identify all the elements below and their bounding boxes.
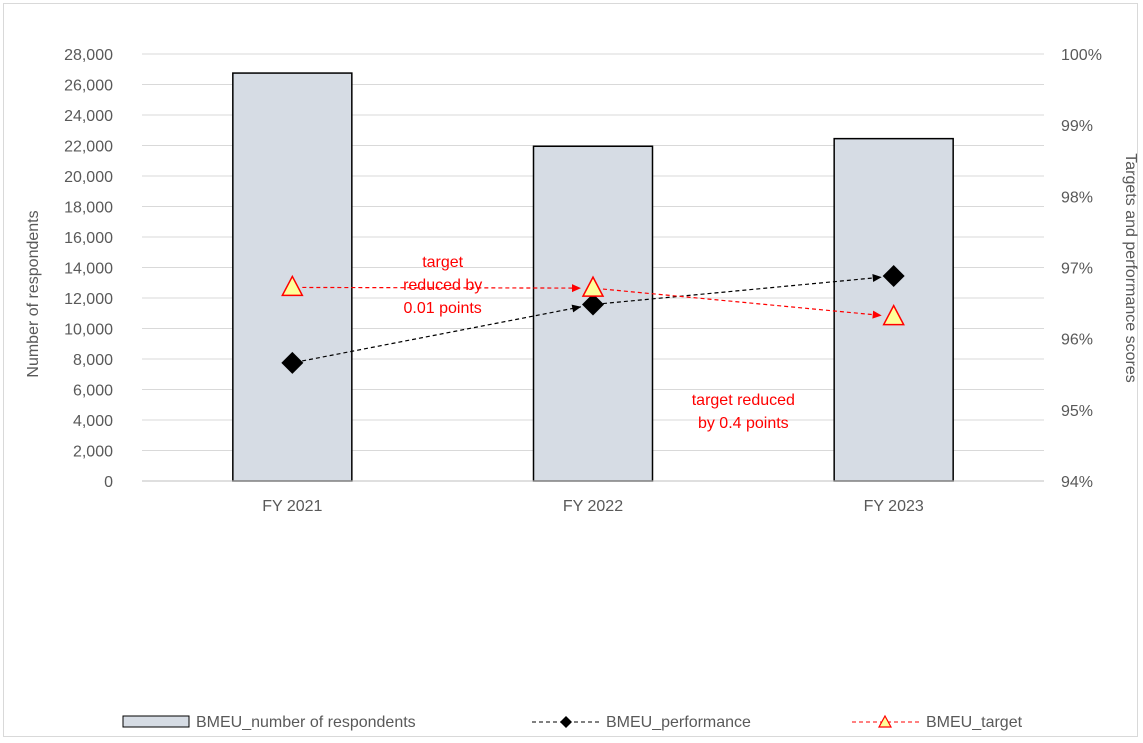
annotations: target reduced by 0.01 points target reduce… (403, 254, 795, 432)
y-tick-label: 28,000 (64, 47, 113, 64)
annotation-text: target (422, 254, 463, 271)
annotation-text: reduced by (403, 277, 482, 294)
chart-frame: 0 2,000 4,000 6,000 8,000 10,000 12,000 14,000 1… (3, 3, 1139, 737)
performance-point (582, 293, 604, 316)
left-axis-ticks: 0 2,000 4,000 6,000 8,000 10,000 12,000 14,000 1… (64, 47, 113, 491)
target-point (281, 274, 304, 297)
legend-label-performance: BMEU_performance (606, 714, 751, 731)
y-tick-label: 8,000 (73, 352, 113, 369)
y-tick-label: 18,000 (64, 200, 113, 217)
x-axis-ticks: FY 2021 FY 2022 FY 2023 (262, 498, 924, 515)
legend-swatch-respondents (122, 715, 190, 728)
y2-tick-label: 98% (1061, 189, 1093, 206)
performance-segment (302, 306, 582, 362)
y-tick-label: 20,000 (64, 169, 113, 186)
y-tick-label: 14,000 (64, 261, 113, 278)
y-tick-label: 24,000 (64, 108, 113, 125)
series-markers (281, 265, 905, 374)
y-tick-label: 0 (104, 474, 113, 491)
y-tick-label: 12,000 (64, 291, 113, 308)
y2-tick-label: 99% (1061, 118, 1093, 135)
legend-item-performance: BMEU_performance (532, 714, 751, 731)
performance-point (281, 351, 304, 374)
y-tick-label: 2,000 (73, 444, 113, 461)
legend: BMEU_number of respondents BMEU_performa… (122, 714, 1023, 731)
target-segment (602, 288, 882, 317)
chart: 0 2,000 4,000 6,000 8,000 10,000 12,000 14,000 1… (25, 47, 1139, 731)
target-arrowhead (872, 310, 882, 319)
x-tick-label: FY 2021 (262, 498, 322, 515)
legend-label-respondents: BMEU_number of respondents (196, 714, 416, 731)
y2-tick-label: 97% (1061, 261, 1093, 278)
annotation-text: by 0.4 points (698, 415, 789, 432)
y-axis-title: Number of respondents (25, 210, 42, 377)
y2-tick-label: 100% (1061, 47, 1102, 64)
legend-label-target: BMEU_target (926, 714, 1023, 731)
performance-arrowhead (571, 304, 582, 313)
legend-marker-target (877, 714, 893, 728)
x-tick-label: FY 2022 (563, 498, 623, 515)
target-segment (302, 286, 582, 289)
performance-arrowhead (872, 274, 882, 283)
y2-tick-label: 96% (1061, 332, 1093, 349)
target-point (882, 303, 905, 326)
y2-tick-label: 95% (1061, 403, 1093, 420)
performance-segment (602, 276, 882, 305)
series-lines (302, 274, 882, 362)
annotation-text: target reduced (692, 392, 795, 409)
target-arrowhead (571, 284, 582, 293)
y-tick-label: 6,000 (73, 383, 113, 400)
y-tick-label: 4,000 (73, 413, 113, 430)
right-axis-ticks: 94% 95% 96% 97% 98% 99% 100% (1061, 47, 1102, 491)
y-tick-label: 10,000 (64, 322, 113, 339)
legend-marker-performance (560, 716, 572, 728)
y2-tick-label: 94% (1061, 474, 1093, 491)
y-tick-label: 16,000 (64, 230, 113, 247)
y-tick-label: 22,000 (64, 139, 113, 156)
y2-axis-title: Targets and performance scores (1122, 153, 1139, 382)
x-tick-label: FY 2023 (864, 498, 924, 515)
legend-item-target: BMEU_target (852, 714, 1023, 731)
annotation-text: 0.01 points (404, 300, 482, 317)
performance-point (882, 265, 905, 288)
legend-item-respondents: BMEU_number of respondents (122, 714, 416, 731)
target-point (581, 275, 605, 297)
y-tick-label: 26,000 (64, 78, 113, 95)
